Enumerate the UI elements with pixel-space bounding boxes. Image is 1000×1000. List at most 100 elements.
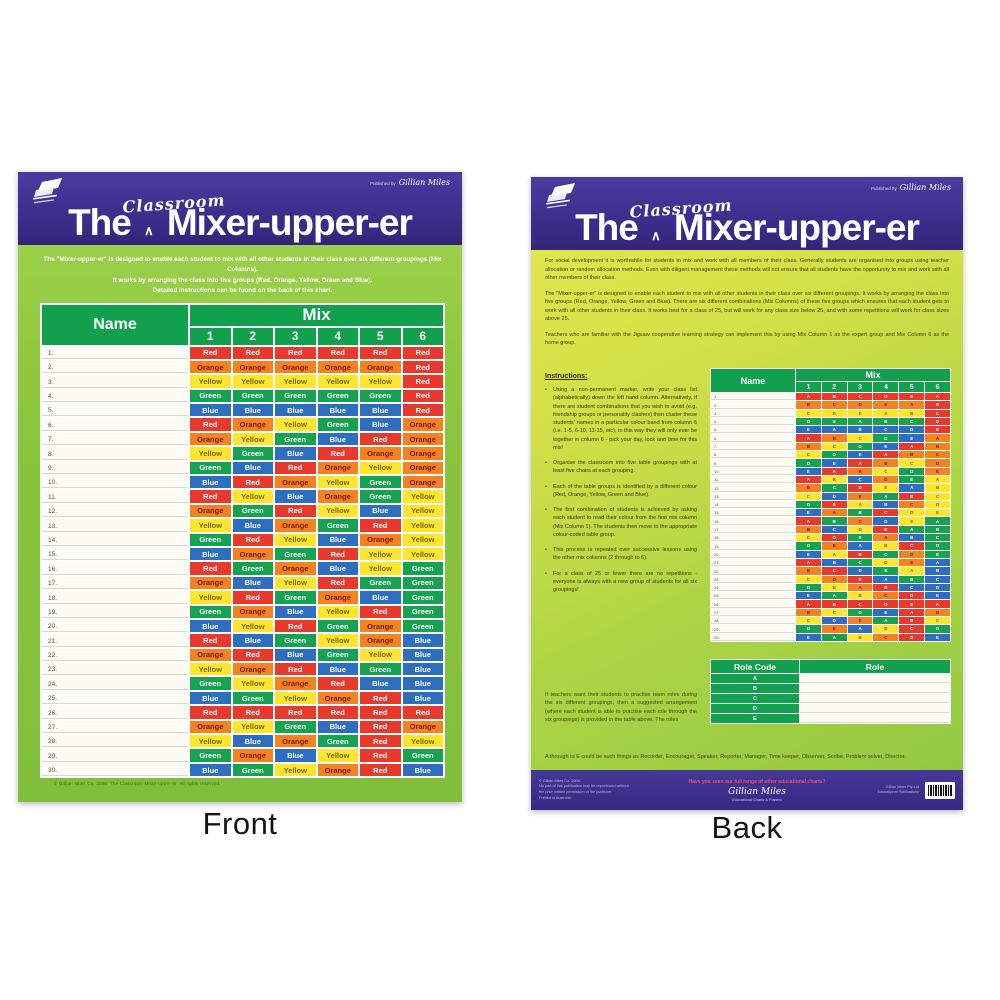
color-cell: Green bbox=[190, 461, 231, 475]
role-blank-cell bbox=[800, 674, 950, 683]
role-letter-cell: B bbox=[847, 509, 873, 517]
table-row: 23. C D E A B C bbox=[711, 575, 950, 583]
role-letter-cell: B bbox=[847, 426, 873, 434]
role-letter-cell: E bbox=[899, 434, 925, 442]
color-cell: Green bbox=[360, 663, 401, 676]
student-name-cell: 12. bbox=[42, 504, 188, 518]
role-letter-cell: D bbox=[796, 459, 821, 467]
color-cell: Orange bbox=[190, 432, 231, 446]
color-cell: Green bbox=[402, 576, 443, 590]
color-cell: Orange bbox=[275, 360, 316, 374]
footer-tagline: Educational Charts & Posters bbox=[732, 797, 782, 802]
color-cell: Blue bbox=[275, 605, 316, 618]
color-cell: Blue bbox=[232, 634, 273, 647]
color-cell: Green bbox=[402, 562, 443, 575]
role-header: Role bbox=[800, 660, 950, 673]
role-letter-cell: E bbox=[873, 401, 899, 409]
role-letter-cell: B bbox=[796, 567, 821, 575]
role-letter-cell: C bbox=[821, 608, 847, 617]
role-letter-cell: D bbox=[873, 475, 899, 484]
title-mixer-upper-er: Mixer-upper-er bbox=[673, 207, 920, 248]
color-cell: Blue bbox=[232, 735, 273, 748]
footer-line: Printed in Australia. bbox=[539, 795, 572, 800]
instruction-item: For a class of 25 or fewer there are no … bbox=[545, 570, 697, 595]
table-row: 4. Green Green Green Green Green Red bbox=[42, 389, 443, 403]
color-cell: Blue bbox=[360, 591, 401, 604]
table-row: 6. Red Orange Yellow Green Blue Orange bbox=[42, 418, 443, 431]
student-name-cell: 22. bbox=[42, 648, 188, 662]
color-cell: Blue bbox=[402, 691, 443, 705]
mix-column-number: 5 bbox=[360, 327, 401, 345]
color-cell: Yellow bbox=[275, 418, 316, 431]
footer-line: the prior written permission of the publ… bbox=[539, 790, 613, 794]
role-letter-cell: E bbox=[873, 567, 899, 575]
color-cell: Yellow bbox=[232, 375, 273, 388]
table-row: 14. D E A B C D bbox=[711, 500, 950, 509]
color-cell: Blue bbox=[402, 677, 443, 690]
color-cell: Yellow bbox=[317, 504, 358, 518]
color-cell: Red bbox=[190, 706, 231, 719]
table-row: 7. Orange Yellow Green Blue Red Orange bbox=[42, 432, 443, 446]
color-cell: Red bbox=[317, 547, 358, 561]
student-name-cell: 25. bbox=[42, 691, 188, 705]
mix-column-number: 1 bbox=[796, 382, 821, 392]
role-letter-cell: A bbox=[925, 600, 950, 608]
table-row: 2. B C D E A B bbox=[711, 401, 950, 409]
role-letter-cell: A bbox=[925, 475, 950, 484]
role-blank-cell bbox=[800, 684, 950, 693]
role-letter-cell: B bbox=[796, 484, 821, 492]
color-cell: Blue bbox=[190, 404, 231, 417]
front-caption: Front bbox=[202, 806, 278, 841]
color-cell: Red bbox=[275, 504, 316, 518]
role-letter-cell: E bbox=[847, 409, 873, 417]
color-cell: Red bbox=[360, 749, 401, 762]
color-cell: Yellow bbox=[232, 432, 273, 446]
color-cell: Green bbox=[317, 735, 358, 748]
role-letter-cell: B bbox=[925, 442, 950, 451]
color-cell: Blue bbox=[190, 476, 231, 489]
student-name-cell: 27. bbox=[711, 608, 795, 617]
color-cell: Yellow bbox=[275, 576, 316, 590]
role-letter-cell: B bbox=[925, 525, 950, 534]
title-mixer-upper-er: Mixer-upper-er bbox=[166, 202, 413, 243]
role-letter-cell: A bbox=[873, 617, 899, 625]
mix-column-number: 3 bbox=[275, 327, 316, 345]
role-blank-cell bbox=[800, 704, 950, 713]
role-letter-cell: A bbox=[873, 575, 899, 583]
table-row: 10. Blue Red Orange Yellow Green Orange bbox=[42, 476, 443, 489]
publisher-logo-icon bbox=[33, 178, 62, 204]
paragraph: The "Mixer-upper-er" is designed to enab… bbox=[545, 290, 949, 323]
instruction-item: This process is repeated over successive… bbox=[545, 546, 697, 563]
table-row: 19. D E A B C D bbox=[711, 542, 950, 550]
role-letter-cell: C bbox=[821, 525, 847, 534]
color-cell: Orange bbox=[360, 447, 401, 460]
role-letter-cell: E bbox=[873, 525, 899, 534]
color-cell: Yellow bbox=[190, 519, 231, 532]
role-letter-cell: A bbox=[899, 525, 925, 534]
role-letter-cell: C bbox=[899, 542, 925, 550]
student-name-cell: 7. bbox=[42, 432, 188, 446]
color-cell: Green bbox=[232, 447, 273, 460]
title-insert-group: Classroom ∧ bbox=[122, 190, 226, 240]
student-name-cell: 5. bbox=[42, 404, 188, 417]
color-cell: Orange bbox=[232, 418, 273, 431]
color-cell: Yellow bbox=[232, 619, 273, 633]
front-copyright-note: © Gillian Miles Co. 2008. The Classroom … bbox=[54, 781, 221, 787]
mix-column-number: 6 bbox=[402, 327, 443, 345]
student-name-cell: 21. bbox=[711, 558, 795, 567]
color-cell: Blue bbox=[317, 720, 358, 734]
color-cell: Yellow bbox=[190, 447, 231, 460]
role-letter-cell: C bbox=[899, 583, 925, 592]
role-letter-cell: A bbox=[873, 534, 899, 542]
role-letter-cell: B bbox=[899, 451, 925, 459]
table-row: 25. E A B C D E bbox=[711, 592, 950, 600]
roles-examples-line: A through to E could be such things as R… bbox=[545, 754, 906, 760]
table-row: 20. Blue Yellow Red Green Orange Green bbox=[42, 619, 443, 633]
role-letter-cell: C bbox=[925, 409, 950, 417]
student-name-cell: 6. bbox=[42, 418, 188, 431]
role-letter-cell: D bbox=[925, 583, 950, 592]
role-letter-cell: C bbox=[899, 500, 925, 509]
color-cell: Blue bbox=[275, 447, 316, 460]
